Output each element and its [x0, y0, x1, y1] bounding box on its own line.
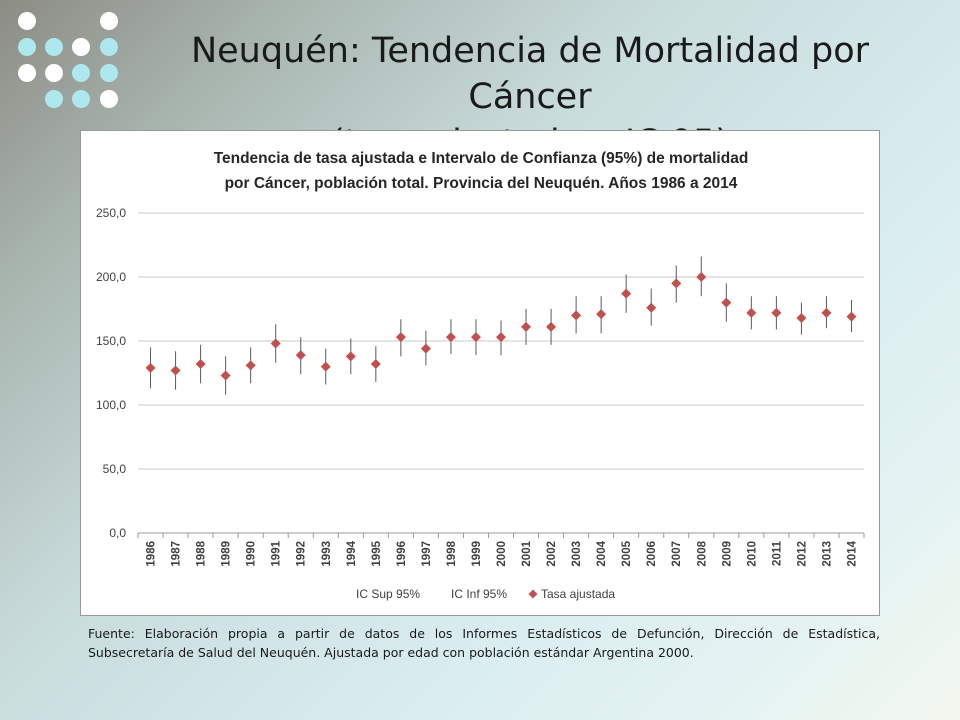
data-point — [646, 302, 657, 313]
legend: IC Sup 95% IC Inf 95% Tasa ajustada — [356, 587, 615, 601]
x-tick-label: 1991 — [271, 540, 283, 566]
data-point — [821, 307, 832, 318]
x-tick-label: 1993 — [321, 541, 333, 567]
data-point — [270, 338, 281, 349]
legend-label-ic-inf: IC Inf 95% — [451, 587, 507, 601]
data-point — [420, 343, 431, 354]
x-tick-label: 2013 — [821, 541, 833, 567]
data-point — [621, 288, 632, 299]
source-note: Fuente: Elaboración propia a partir de d… — [88, 626, 880, 660]
data-point — [395, 332, 406, 343]
x-tick-label: 2009 — [721, 541, 733, 567]
data-point — [295, 350, 306, 361]
decorative-dot — [100, 38, 118, 56]
x-tick-label: 1999 — [471, 541, 483, 567]
x-tick-label: 2007 — [671, 541, 683, 567]
decorative-dot — [100, 64, 118, 82]
x-tick-label: 2006 — [646, 541, 658, 567]
x-tick-label: 2010 — [746, 541, 758, 567]
decorative-dot — [72, 64, 90, 82]
x-tick-label: 1992 — [296, 541, 308, 567]
data-point — [320, 361, 331, 372]
decorative-dot — [18, 38, 36, 56]
legend-label-tasa: Tasa ajustada — [541, 587, 615, 601]
slide-title-line1: Neuquén: Tendencia de Mortalidad por Cán… — [190, 31, 870, 117]
x-tick-label: 1996 — [396, 541, 408, 567]
data-points — [145, 272, 857, 381]
data-point — [170, 365, 181, 376]
x-tick-label: 2012 — [796, 541, 808, 567]
data-point — [245, 360, 256, 371]
decorative-dot — [72, 38, 90, 56]
x-tick-label: 1989 — [221, 541, 233, 567]
decorative-dot — [100, 12, 118, 30]
y-tick-label: 250,0 — [96, 206, 126, 220]
chart-title-line1: Tendencia de tasa ajustada e Intervalo d… — [214, 150, 749, 167]
decorative-dot — [45, 90, 63, 108]
x-tick-label: 1987 — [171, 541, 183, 567]
y-axis-ticks: 0,0 50,0 100,0 150,0 200,0 250,0 — [96, 206, 126, 540]
data-point — [496, 332, 506, 343]
x-tick-label: 2011 — [771, 540, 783, 566]
decorative-dots — [18, 12, 118, 112]
x-tick-label: 2008 — [696, 540, 708, 566]
x-tick-label: 1994 — [346, 540, 358, 566]
decorative-dot — [45, 38, 63, 56]
x-tick-label: 2003 — [571, 541, 583, 567]
chart-svg: Tendencia de tasa ajustada e Intervalo d… — [96, 150, 865, 601]
y-tick-label: 150,0 — [96, 334, 126, 348]
x-tick-label: 2004 — [596, 540, 608, 566]
x-tick-label: 1988 — [196, 540, 208, 566]
x-tick-label: 1995 — [371, 540, 383, 566]
y-tick-label: 200,0 — [96, 270, 126, 284]
x-tick-label: 2005 — [621, 540, 633, 566]
data-point — [521, 321, 532, 332]
data-point — [771, 307, 782, 318]
data-point — [470, 332, 481, 343]
data-point — [571, 310, 582, 321]
decorative-dot — [100, 90, 118, 108]
chart-title-line2: por Cáncer, población total. Provincia d… — [225, 175, 738, 192]
y-tick-label: 100,0 — [96, 398, 126, 412]
y-tick-label: 50,0 — [103, 462, 127, 476]
data-point — [445, 332, 456, 343]
data-point — [671, 278, 682, 289]
data-point — [846, 311, 857, 322]
decorative-dot — [18, 12, 36, 30]
decorative-dot — [72, 90, 90, 108]
data-point — [546, 321, 557, 332]
data-point — [721, 297, 732, 308]
x-tick-label: 2002 — [546, 541, 558, 567]
x-tick-label: 2001 — [521, 540, 533, 566]
data-point — [345, 351, 356, 362]
decorative-dot — [18, 64, 36, 82]
data-point — [145, 362, 156, 373]
chart-panel: Tendencia de tasa ajustada e Intervalo d… — [80, 130, 880, 616]
data-point — [370, 359, 381, 370]
data-point — [195, 359, 206, 370]
gridlines — [138, 212, 864, 534]
y-tick-label: 0,0 — [109, 526, 126, 540]
data-point — [220, 370, 231, 381]
x-tick-label: 1997 — [421, 541, 433, 567]
x-tick-label: 1986 — [146, 541, 158, 567]
x-axis-ticks: 1986 1987 1988 1989 1990 1991 1992 1993 1994 1995… — [137, 533, 865, 567]
decorative-dot — [45, 64, 63, 82]
legend-marker-tasa — [528, 589, 538, 599]
x-tick-label: 2014 — [846, 540, 858, 566]
data-point — [596, 309, 607, 320]
data-point — [796, 312, 807, 323]
legend-label-ic-sup: IC Sup 95% — [356, 587, 420, 601]
data-point — [746, 307, 757, 318]
x-tick-label: 1990 — [246, 541, 258, 567]
data-point — [696, 272, 707, 282]
x-tick-label: 1998 — [446, 540, 458, 566]
x-tick-label: 2000 — [496, 541, 508, 567]
